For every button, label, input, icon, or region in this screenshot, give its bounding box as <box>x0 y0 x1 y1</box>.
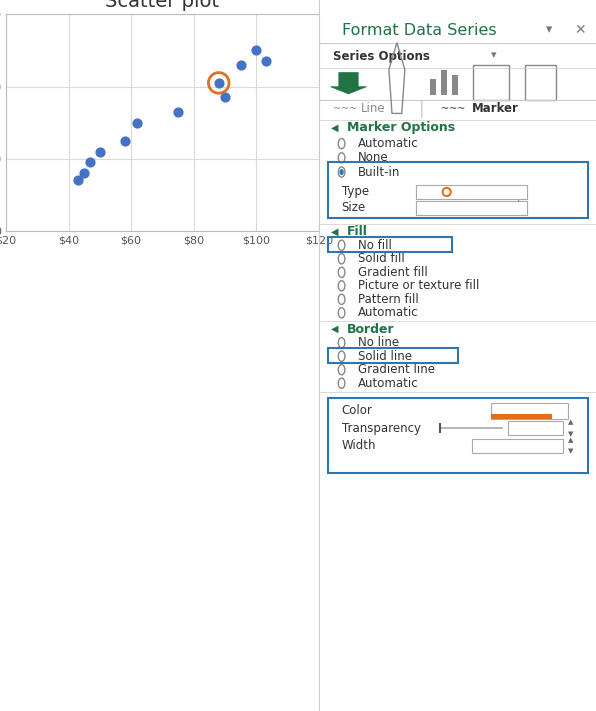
Text: ~~~: ~~~ <box>441 104 465 114</box>
Bar <box>430 79 436 95</box>
Bar <box>471 439 563 453</box>
Text: ▲: ▲ <box>516 199 522 205</box>
Text: Type: Type <box>342 186 369 198</box>
Bar <box>491 403 569 419</box>
Bar <box>328 398 588 473</box>
Text: Solid fill: Solid fill <box>358 252 405 265</box>
Point <box>73 175 83 186</box>
Text: 8: 8 <box>444 201 451 214</box>
Text: |: | <box>419 100 424 118</box>
Text: ◀: ◀ <box>331 227 338 237</box>
Bar <box>491 414 552 419</box>
Bar <box>416 185 527 199</box>
Text: ▾: ▾ <box>505 187 510 197</box>
Text: Pattern fill: Pattern fill <box>358 293 419 306</box>
Text: Border: Border <box>347 323 395 336</box>
Point <box>261 55 271 67</box>
Title: Scatter plot: Scatter plot <box>105 0 219 11</box>
Point <box>120 135 130 146</box>
Point <box>214 77 224 89</box>
Bar <box>440 70 446 95</box>
Text: Picture or texture fill: Picture or texture fill <box>358 279 480 292</box>
Point <box>173 106 183 117</box>
Text: ▼: ▼ <box>569 449 574 454</box>
Text: Marker: Marker <box>471 102 519 115</box>
Text: Width: Width <box>342 439 376 452</box>
Text: Automatic: Automatic <box>358 137 419 150</box>
Text: Built-in: Built-in <box>358 166 401 178</box>
Ellipse shape <box>340 170 343 174</box>
Text: Gradient fill: Gradient fill <box>358 266 428 279</box>
Text: ▼: ▼ <box>516 210 522 216</box>
Text: Series Options: Series Options <box>333 50 430 63</box>
Text: No line: No line <box>358 336 399 349</box>
Text: ▲: ▲ <box>569 437 574 443</box>
Text: ▼: ▼ <box>569 431 574 437</box>
Point <box>132 117 142 128</box>
Text: 1.25 pt: 1.25 pt <box>479 439 520 452</box>
Text: Solid line: Solid line <box>358 350 412 363</box>
Text: ▾: ▾ <box>491 50 496 60</box>
Text: 0%: 0% <box>516 422 534 434</box>
Text: No fill: No fill <box>358 239 392 252</box>
Bar <box>416 201 527 215</box>
Polygon shape <box>331 73 367 94</box>
Text: None: None <box>358 151 389 164</box>
Text: ▾: ▾ <box>560 406 565 416</box>
Text: ◀: ◀ <box>331 324 338 334</box>
Text: ✎: ✎ <box>496 405 507 417</box>
Bar <box>328 348 458 363</box>
Point <box>236 59 246 70</box>
Text: ✕: ✕ <box>574 23 585 38</box>
Text: Transparency: Transparency <box>342 422 421 434</box>
Point <box>252 45 261 56</box>
Text: Gradient line: Gradient line <box>358 363 435 376</box>
Point <box>214 77 224 89</box>
Text: Fill: Fill <box>347 225 368 238</box>
Text: Format Data Series: Format Data Series <box>342 23 496 38</box>
Text: Color: Color <box>342 404 372 417</box>
Text: ~~~: ~~~ <box>333 104 358 114</box>
Point <box>79 168 89 179</box>
Point <box>221 92 230 103</box>
Bar <box>452 75 458 95</box>
Text: Line: Line <box>361 102 386 115</box>
Text: Marker Options: Marker Options <box>347 122 455 134</box>
Text: ▾: ▾ <box>546 23 552 36</box>
Bar <box>328 162 588 218</box>
Bar <box>328 237 452 252</box>
Text: Automatic: Automatic <box>358 306 419 319</box>
Point <box>442 186 451 198</box>
Text: Automatic: Automatic <box>358 377 419 390</box>
Text: ▲: ▲ <box>569 419 574 425</box>
Point <box>95 146 105 157</box>
Bar <box>526 65 556 100</box>
Text: Size: Size <box>342 201 366 214</box>
Text: ◀: ◀ <box>331 123 338 133</box>
Bar <box>508 421 563 435</box>
Bar <box>473 65 509 100</box>
Point <box>86 156 95 168</box>
